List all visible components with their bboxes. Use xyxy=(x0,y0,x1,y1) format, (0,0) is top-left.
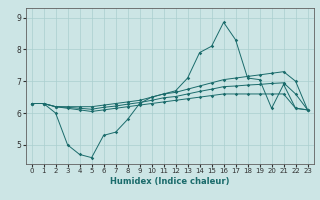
X-axis label: Humidex (Indice chaleur): Humidex (Indice chaleur) xyxy=(110,177,229,186)
